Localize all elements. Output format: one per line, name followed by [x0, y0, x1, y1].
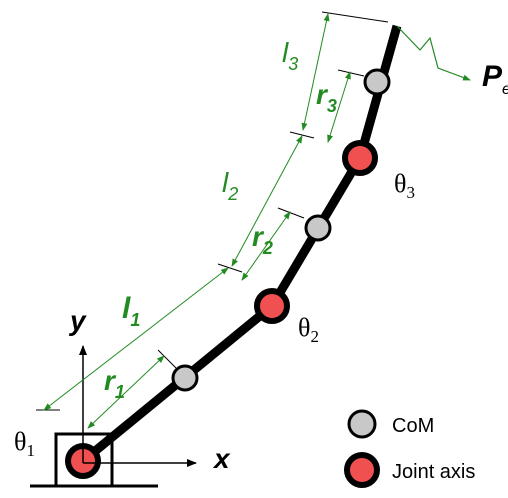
label-y-axis: y [68, 305, 87, 336]
label-l1: l1 [122, 292, 140, 330]
label-theta2: θ2 [298, 313, 319, 346]
r1-dimension [87, 355, 165, 429]
label-theta1: θ1 [14, 427, 35, 460]
legend-com-icon [347, 409, 377, 439]
r2-ext [277, 207, 305, 219]
base-box [54, 432, 114, 488]
label-l3: l3 [282, 37, 298, 74]
com-circle-1 [171, 364, 199, 392]
r1-ext [157, 349, 177, 369]
l3-ext-end [321, 11, 389, 23]
label-r1: r1 [104, 365, 125, 402]
label-theta3: θ3 [394, 169, 415, 202]
l3-dimension [301, 13, 330, 131]
com-circle-3 [363, 68, 391, 96]
l1-dimension [43, 267, 229, 411]
label-r3: r3 [316, 79, 337, 116]
legend-joint-icon [344, 452, 380, 488]
com-circle-2 [304, 214, 332, 242]
r2-dimension [241, 211, 291, 281]
label-x-axis: x [212, 443, 231, 474]
r3-dimension [327, 71, 351, 143]
r3-ext [337, 69, 365, 77]
legend-com-label: CoM [392, 415, 434, 437]
label-pe: Pe [482, 60, 508, 98]
joint-circle-3 [342, 140, 378, 176]
label-r2: r2 [252, 221, 273, 258]
l2-ext-end [289, 131, 315, 139]
label-l2: l2 [222, 167, 238, 204]
robot-links [80, 24, 402, 465]
joint-circle-2 [254, 288, 290, 324]
l1-ext-end [217, 263, 243, 273]
end-effector-zigzag [396, 25, 471, 81]
legend-joint-label: Joint axis [392, 461, 475, 483]
